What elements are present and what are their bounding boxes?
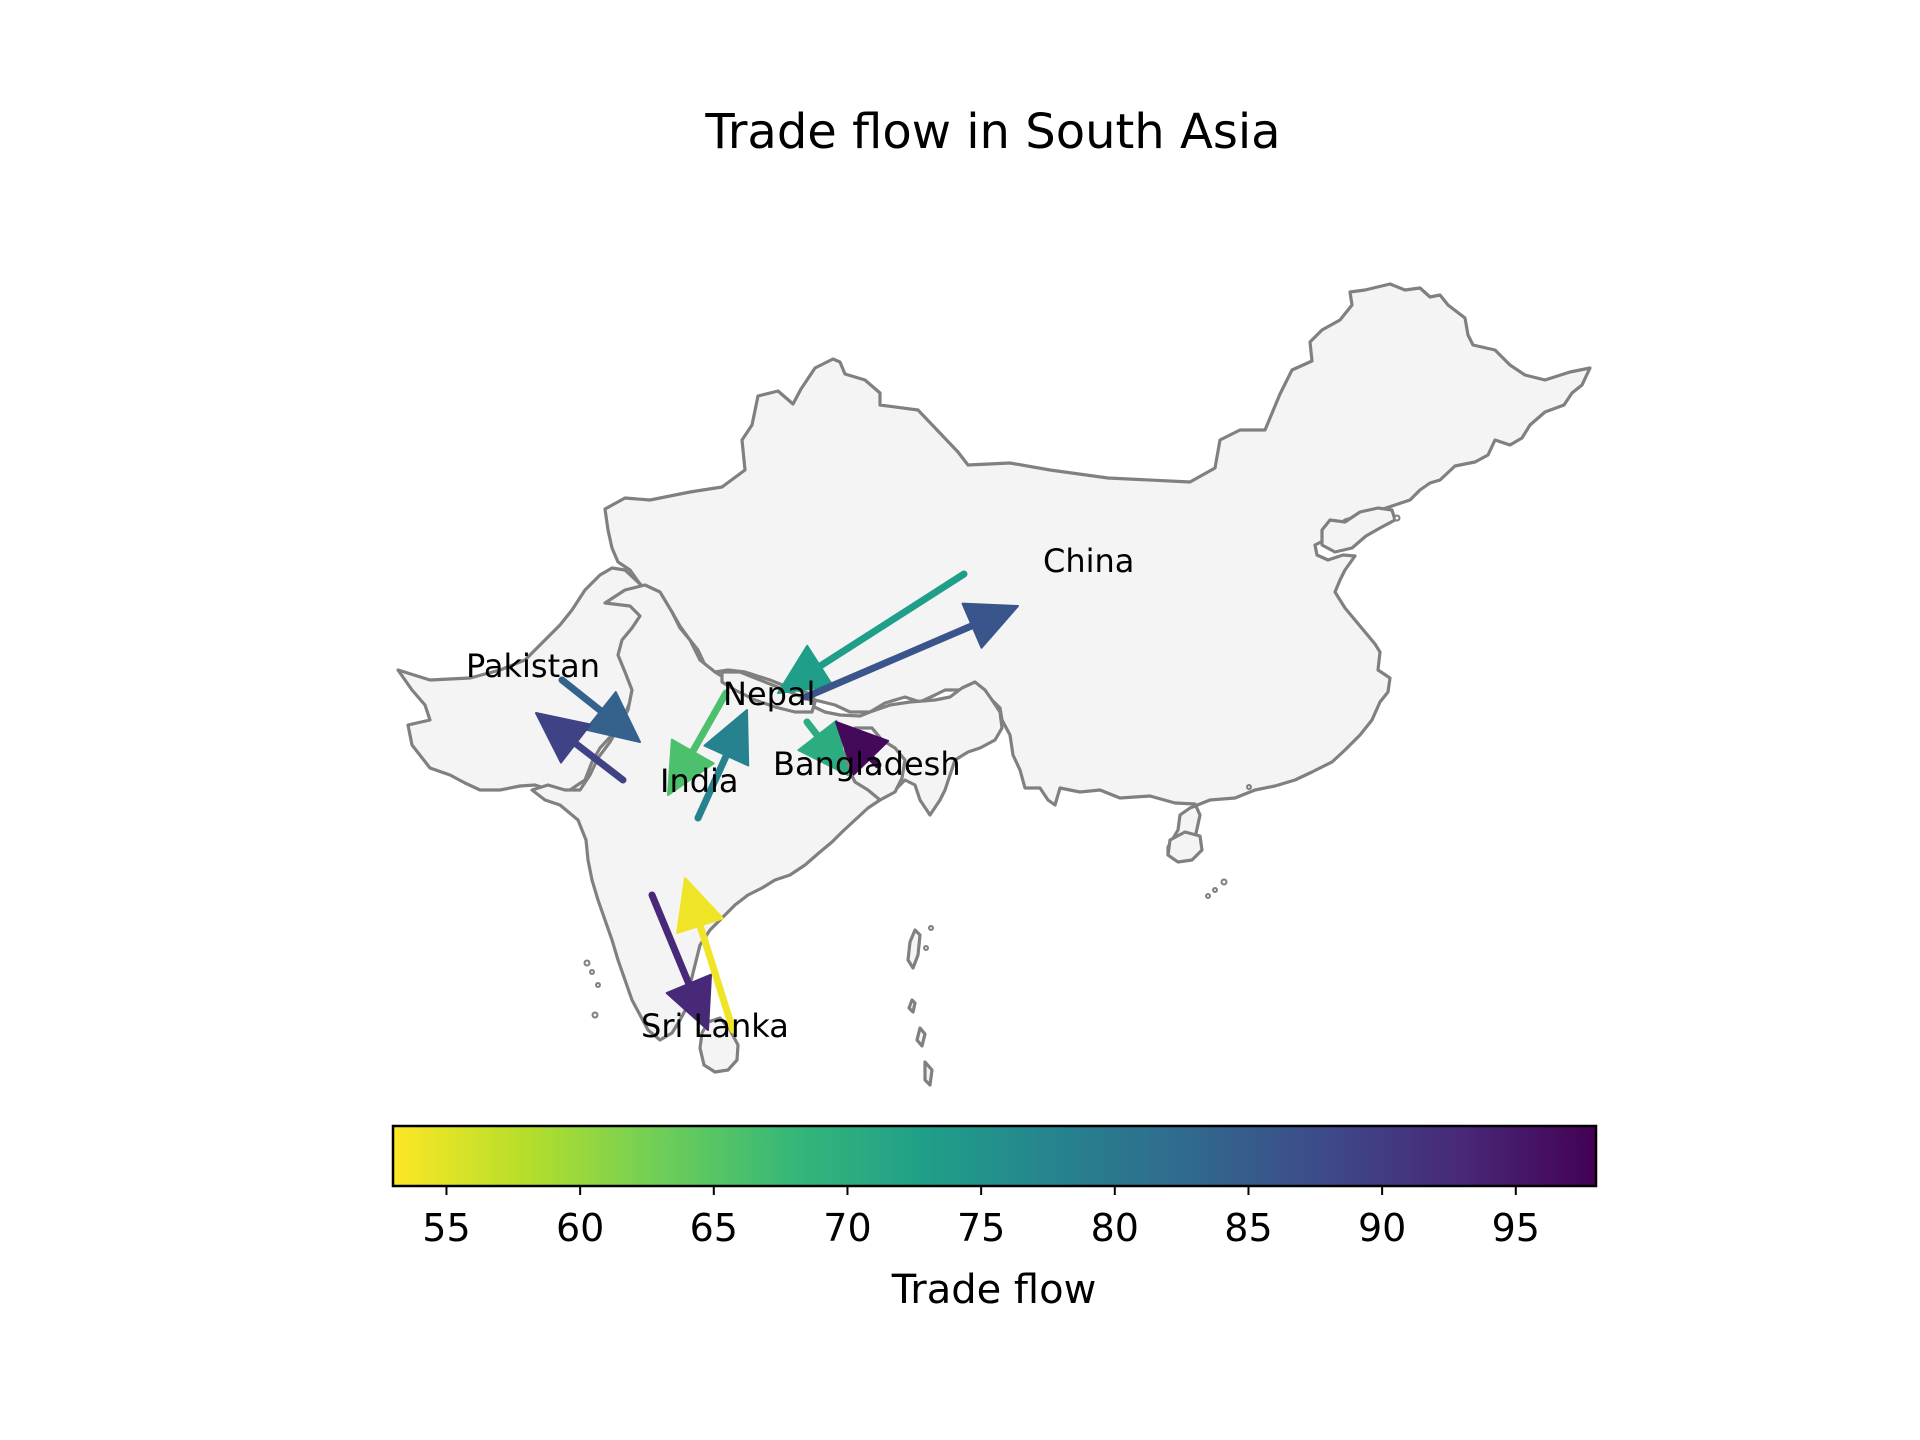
country-label-pakistan: Pakistan xyxy=(466,647,600,685)
basemap xyxy=(396,282,1592,1087)
country-labels: China Pakistan Nepal India Bangladesh Sri Lan… xyxy=(466,542,1134,1045)
country-label-srilanka: Sri Lanka xyxy=(641,1007,789,1045)
flow-arrow xyxy=(558,676,641,743)
colorbar-tick-label: 90 xyxy=(1358,1206,1406,1250)
hainan-island xyxy=(1166,830,1204,864)
colorbar: 55 60 65 70 75 80 85 90 95 Trade flow xyxy=(391,1124,1598,1313)
colorbar-label: Trade flow xyxy=(891,1267,1097,1313)
colorbar-tick-label: 55 xyxy=(422,1206,470,1250)
colorbar-tick-label: 85 xyxy=(1224,1206,1272,1250)
flow-arrow xyxy=(694,709,750,822)
small-islets xyxy=(583,514,1401,1019)
flow-arrow xyxy=(777,570,968,694)
country-label-nepal: Nepal xyxy=(723,675,815,713)
colorbar-tick-label: 65 xyxy=(690,1206,738,1250)
colorbar-swatch xyxy=(391,1124,1598,1188)
srilanka-region xyxy=(698,1016,740,1074)
colorbar-tick-label: 95 xyxy=(1492,1206,1540,1250)
flow-arrow xyxy=(802,602,1019,701)
colorbar-tick-label: 80 xyxy=(1091,1206,1139,1250)
colorbar-tick-label: 70 xyxy=(823,1206,871,1250)
colorbar-tick-label: 75 xyxy=(957,1206,1005,1250)
chart-title: Trade flow in South Asia xyxy=(704,104,1280,160)
flow-arrows xyxy=(535,570,1019,1034)
colorbar-ticks: 55 60 65 70 75 80 85 90 95 xyxy=(422,1186,1540,1250)
flow-arrow xyxy=(535,712,627,784)
flow-arrow xyxy=(667,689,730,796)
flow-arrow xyxy=(676,877,737,1034)
china-region xyxy=(603,282,1592,862)
flow-arrow xyxy=(835,721,890,776)
flow-arrow xyxy=(797,718,849,776)
country-label-india: India xyxy=(660,762,739,800)
flow-arrow xyxy=(648,891,713,1031)
colorbar-tick-label: 60 xyxy=(556,1206,604,1250)
india-region xyxy=(530,583,1004,1042)
country-label-china: China xyxy=(1043,542,1134,580)
nepal-region xyxy=(720,670,817,714)
andaman-islands xyxy=(906,928,934,1087)
country-label-bangladesh: Bangladesh xyxy=(773,745,961,783)
